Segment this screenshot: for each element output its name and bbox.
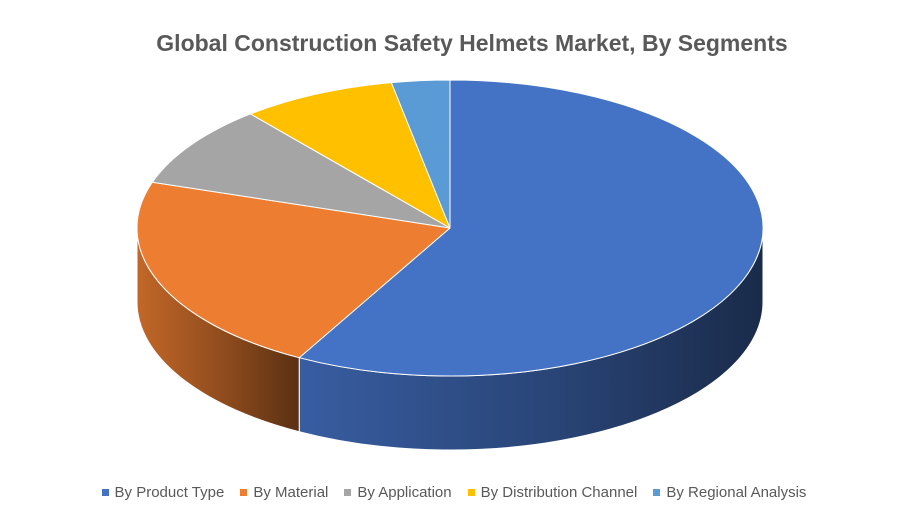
legend-label: By Product Type <box>114 484 225 501</box>
legend-label: By Application <box>357 484 452 501</box>
legend: By Product Type By Material By Application… <box>0 484 900 501</box>
legend-item-by-distribution-channel: By Distribution Channel <box>467 484 638 501</box>
legend-swatch <box>101 489 109 496</box>
pie-slice-by-regional-analysis <box>390 79 451 229</box>
pie-slice-by-distribution-channel <box>249 82 451 229</box>
pie-slice-by-product-type <box>298 79 764 377</box>
legend-swatch <box>467 489 475 496</box>
pie-slice-by-application <box>151 113 451 229</box>
legend-label: By Material <box>253 484 329 501</box>
legend-item-by-material: By Material <box>240 484 328 501</box>
legend-swatch <box>240 489 248 496</box>
legend-swatch <box>653 489 661 496</box>
legend-item-by-product-type: By Product Type <box>101 484 225 501</box>
legend-item-by-application: By Application <box>344 484 452 501</box>
pie-slices <box>136 79 764 377</box>
legend-swatch <box>344 489 352 496</box>
legend-item-by-regional-analysis: By Regional Analysis <box>653 484 806 501</box>
legend-label: By Distribution Channel <box>480 484 638 501</box>
chart-title: Global Construction Safety Helmets Marke… <box>156 30 788 56</box>
legend-label: By Regional Analysis <box>666 484 807 501</box>
pie-slice-by-material <box>136 181 451 359</box>
